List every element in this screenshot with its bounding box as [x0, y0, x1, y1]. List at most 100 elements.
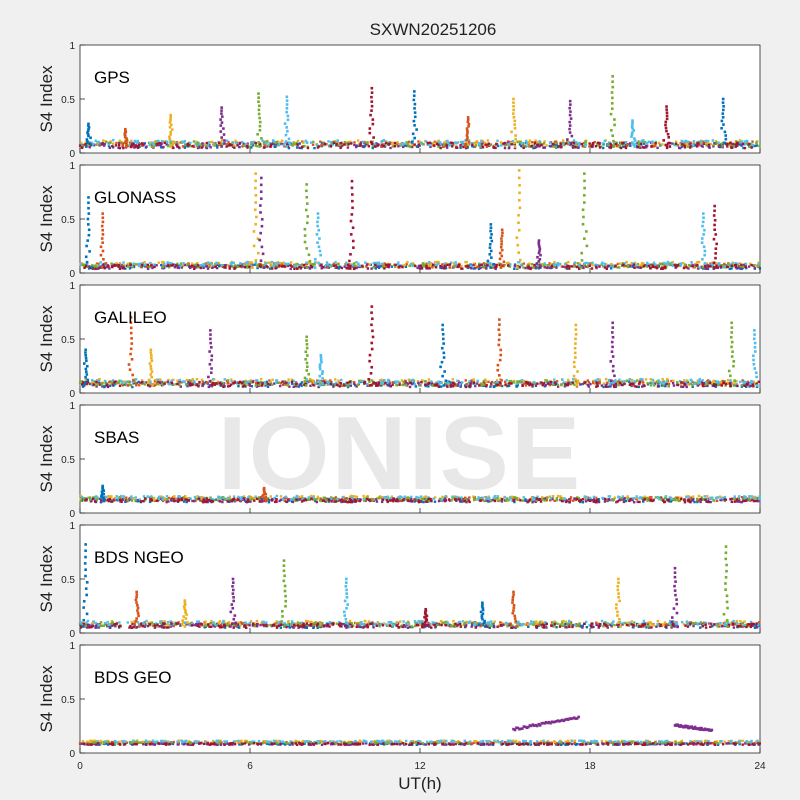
data-point	[265, 261, 268, 265]
data-point	[129, 384, 133, 387]
data-point	[464, 496, 467, 500]
data-point	[377, 261, 380, 264]
data-point	[293, 143, 297, 146]
data-point	[453, 382, 456, 385]
data-point	[246, 146, 249, 149]
data-point	[756, 499, 760, 503]
spike-point	[149, 364, 153, 368]
data-point	[589, 382, 592, 386]
data-point	[720, 384, 724, 387]
data-point	[338, 142, 342, 145]
spike-point	[316, 241, 319, 244]
data-point	[239, 265, 242, 268]
data-point	[553, 260, 556, 264]
data-point	[222, 381, 225, 385]
data-point	[581, 382, 584, 386]
data-point	[261, 382, 264, 385]
data-point	[84, 142, 87, 146]
data-point	[240, 265, 243, 269]
data-point	[449, 381, 452, 384]
spike-point	[499, 353, 503, 357]
data-point	[512, 381, 515, 384]
data-point	[588, 264, 591, 268]
data-point	[596, 143, 599, 147]
data-point	[268, 267, 272, 270]
data-point	[196, 261, 199, 265]
data-point	[533, 381, 536, 384]
data-point	[90, 383, 94, 386]
spike-point	[569, 117, 573, 120]
data-point	[374, 263, 377, 267]
data-point	[613, 379, 617, 383]
spike-point	[209, 329, 212, 332]
spike-point	[318, 374, 322, 378]
data-point	[108, 267, 111, 270]
data-point	[455, 146, 459, 149]
data-point	[525, 139, 528, 143]
spike-point	[258, 116, 261, 120]
data-point	[287, 262, 290, 266]
data-point	[307, 261, 310, 264]
data-point	[726, 265, 729, 268]
data-point	[626, 143, 630, 146]
data-point	[553, 382, 556, 385]
data-point	[508, 379, 511, 383]
spike-point	[538, 245, 541, 249]
data-point	[609, 385, 612, 388]
data-point	[193, 382, 197, 385]
data-point	[510, 379, 513, 383]
spike-point	[87, 127, 90, 131]
spike-point	[464, 142, 467, 146]
data-point	[577, 143, 581, 147]
data-point	[529, 383, 533, 386]
data-point	[133, 139, 137, 143]
data-point	[377, 381, 381, 384]
data-point	[387, 380, 390, 384]
data-point	[311, 381, 314, 384]
data-point	[409, 262, 413, 266]
data-point	[121, 144, 124, 147]
data-point	[530, 263, 534, 266]
data-point	[654, 266, 657, 269]
data-point	[697, 379, 701, 382]
data-point	[672, 379, 675, 382]
data-point	[565, 140, 569, 143]
spike-point	[149, 367, 153, 371]
spike-point	[258, 238, 261, 242]
data-point	[153, 143, 157, 147]
spike-point	[351, 206, 354, 210]
data-point	[691, 384, 694, 387]
data-point	[165, 264, 168, 268]
data-point	[397, 145, 400, 148]
data-point	[572, 139, 576, 142]
data-point	[679, 263, 683, 267]
spike-point	[101, 216, 105, 220]
spike-point	[260, 245, 264, 249]
data-point	[434, 384, 437, 387]
data-point	[749, 384, 753, 388]
spike-point	[514, 134, 517, 137]
spike-point	[583, 179, 586, 183]
data-point	[518, 143, 522, 146]
data-point	[697, 382, 700, 385]
data-point	[621, 262, 624, 265]
spike-point	[131, 373, 134, 377]
data-point	[565, 381, 569, 384]
data-point	[729, 384, 732, 388]
spike-point	[351, 226, 355, 230]
data-point	[259, 262, 262, 266]
data-point	[735, 143, 738, 147]
data-point	[128, 262, 132, 265]
data-point	[246, 382, 249, 386]
data-point	[196, 495, 199, 498]
data-point	[410, 382, 414, 386]
data-point	[163, 141, 166, 145]
data-point	[509, 141, 512, 145]
data-point	[233, 267, 236, 270]
chart-title: SXWN20251206	[370, 20, 497, 39]
data-point	[195, 383, 199, 386]
data-point	[510, 143, 513, 146]
spike-point	[370, 341, 374, 345]
spike-point	[84, 351, 87, 354]
spike-point	[512, 101, 515, 104]
